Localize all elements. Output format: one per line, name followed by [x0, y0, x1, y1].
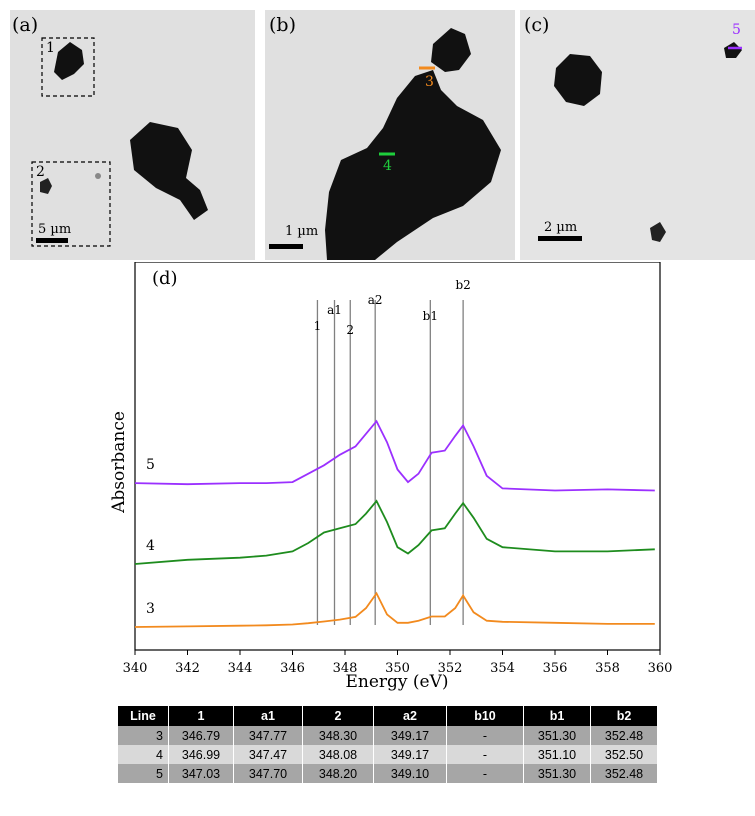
x-tick-label: 346: [280, 661, 305, 676]
y-axis-label: Absorbance: [109, 411, 129, 514]
table-row: 4 346.99 347.47 348.08 349.17 - 351.10 3…: [118, 745, 658, 764]
series-line: [134, 499, 655, 565]
header-a2: a2: [373, 706, 447, 726]
table-cell: 346.79: [168, 726, 234, 745]
reference-line-label: a2: [368, 293, 383, 307]
micrograph-b-image: [265, 10, 515, 260]
series-group: 5 4 3: [134, 419, 655, 628]
table-cell: 351.30: [523, 764, 591, 783]
x-tick-label: 358: [595, 661, 620, 676]
table-cell: 349.17: [373, 726, 447, 745]
line-4-label: 4: [383, 158, 392, 174]
line-3-label: 3: [425, 74, 434, 90]
table-cell: 5: [118, 764, 169, 783]
table-cell: 348.08: [302, 745, 374, 764]
micrograph-panel-b: (b) 3 4 1 µm: [265, 10, 515, 260]
reference-line-label: b1: [423, 309, 438, 323]
micrograph-panel-a: (a) 1 2 5 µm: [10, 10, 255, 260]
table-cell: -: [446, 726, 524, 745]
x-ticks-group: 340 342 344 346 348 350 352 354 356 358 360: [123, 650, 673, 676]
table-cell: 347.70: [233, 764, 303, 783]
plot-frame: [134, 262, 661, 651]
header-a1: a1: [233, 706, 303, 726]
header-line: Line: [118, 706, 169, 726]
table-cell: 351.30: [523, 726, 591, 745]
table-cell: 347.77: [233, 726, 303, 745]
table-cell: 352.48: [590, 764, 658, 783]
table-cell: 346.99: [168, 745, 234, 764]
header-b1: b1: [523, 706, 591, 726]
reference-lines-group: 1 a1 2 a2 b1 b2: [314, 278, 471, 625]
table-cell: 347.03: [168, 764, 234, 783]
x-tick-label: 342: [175, 661, 200, 676]
header-1: 1: [168, 706, 234, 726]
header-b2: b2: [590, 706, 658, 726]
table-cell: 4: [118, 745, 169, 764]
x-tick-label: 348: [333, 661, 358, 676]
series-label: 3: [146, 601, 155, 617]
box-2-label: 2: [36, 164, 45, 180]
table-cell: 349.17: [373, 745, 447, 764]
x-axis-label: Energy (eV): [345, 672, 448, 692]
panel-a-label: (a): [12, 14, 39, 36]
micrograph-c-image: [520, 10, 755, 260]
table-cell: 352.48: [590, 726, 658, 745]
x-tick-label: 360: [648, 661, 673, 676]
table-cell: 3: [118, 726, 169, 745]
scale-bar-c-label: 2 µm: [544, 220, 578, 235]
panel-c-label: (c): [524, 14, 550, 36]
x-tick-label: 356: [543, 661, 568, 676]
reference-line-label: a1: [327, 303, 342, 317]
table-cell: -: [446, 745, 524, 764]
panel-d-label: (d): [152, 268, 178, 289]
micrograph-panel-c: (c) 5 2 µm: [520, 10, 755, 260]
table-cell: 348.20: [302, 764, 374, 783]
series-label: 5: [146, 457, 155, 473]
x-tick-label: 350: [385, 661, 410, 676]
x-tick-label: 340: [123, 661, 148, 676]
reference-line-label: 2: [346, 323, 354, 337]
reference-line-label: 1: [314, 319, 322, 333]
table-cell: 352.50: [590, 745, 658, 764]
table-cell: 347.47: [233, 745, 303, 764]
table-cell: 348.30: [302, 726, 374, 745]
x-tick-label: 352: [438, 661, 463, 676]
box-1-label: 1: [46, 40, 55, 56]
table-row: 3 346.79 347.77 348.30 349.17 - 351.30 3…: [118, 726, 658, 745]
series-line: [134, 419, 655, 492]
table-header-row: Line 1 a1 2 a2 b10 b1 b2: [118, 706, 658, 726]
x-tick-label: 344: [228, 661, 253, 676]
table-cell: -: [446, 764, 524, 783]
table-cell: 349.10: [373, 764, 447, 783]
table-cell: 351.10: [523, 745, 591, 764]
x-tick-label: 354: [490, 661, 515, 676]
panel-b-label: (b): [269, 14, 296, 36]
scale-bar-a-label: 5 µm: [38, 222, 72, 237]
reference-line-label: b2: [455, 278, 470, 292]
header-2: 2: [302, 706, 374, 726]
micrograph-a-image: [10, 10, 255, 260]
header-b10: b10: [446, 706, 524, 726]
scale-bar-b-label: 1 µm: [285, 224, 319, 239]
table-row: 5 347.03 347.70 348.20 349.10 - 351.30 3…: [118, 764, 658, 783]
series-label: 4: [146, 538, 155, 554]
peak-energy-table: Line 1 a1 2 a2 b10 b1 b2 3 346.79 347.77…: [118, 706, 658, 783]
line-5-label: 5: [732, 22, 741, 38]
series-line: [134, 591, 655, 628]
